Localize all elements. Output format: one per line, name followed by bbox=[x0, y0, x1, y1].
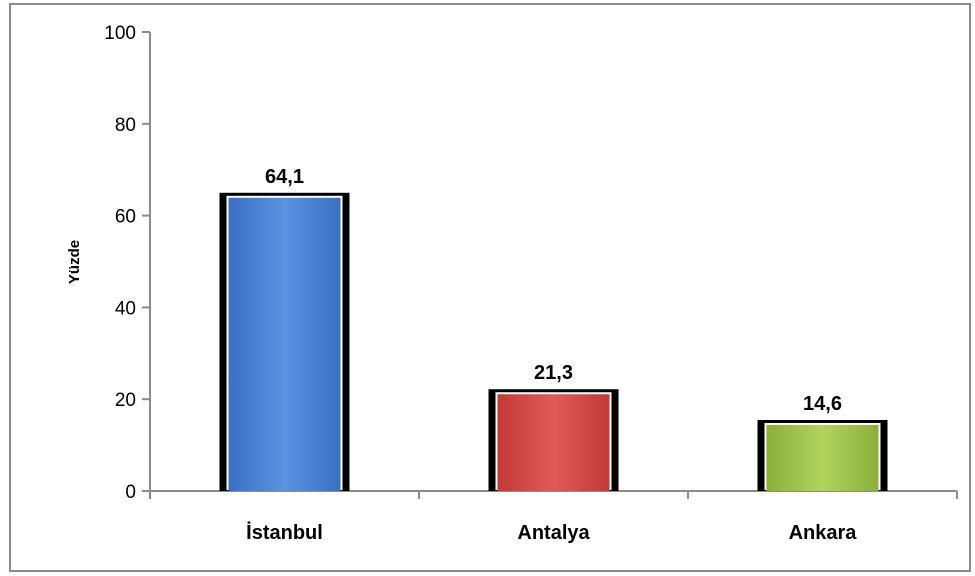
data-label: 14,6 bbox=[803, 393, 842, 415]
x-tick-label: Ankara bbox=[789, 522, 858, 544]
data-labels: 64,1 21,3 14,6 bbox=[265, 166, 842, 415]
data-label: 64,1 bbox=[265, 166, 304, 188]
bar bbox=[228, 197, 341, 491]
y-tick-label: 40 bbox=[115, 298, 136, 319]
y-axis: 0 20 40 60 80 100 bbox=[104, 23, 151, 503]
x-tick-label: Antalya bbox=[517, 522, 590, 544]
bar bbox=[766, 424, 879, 491]
x-tick-label: İstanbul bbox=[246, 521, 323, 544]
y-tick-label: 0 bbox=[125, 482, 136, 503]
x-axis: İstanbul Antalya Ankara bbox=[149, 490, 958, 544]
bars bbox=[219, 192, 888, 491]
y-tick-label: 80 bbox=[115, 115, 136, 136]
y-tick-label: 20 bbox=[115, 390, 136, 411]
y-tick-label: 60 bbox=[115, 207, 136, 228]
y-axis-title: Yüzde bbox=[66, 240, 83, 284]
bar bbox=[497, 394, 610, 491]
y-tick-label: 100 bbox=[104, 23, 136, 44]
data-label: 21,3 bbox=[534, 362, 573, 384]
